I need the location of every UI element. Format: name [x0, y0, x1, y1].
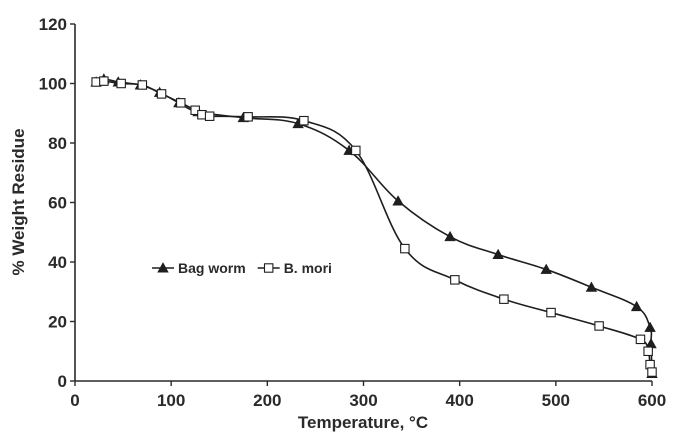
data-point-b-mori-square-marker: [137, 80, 148, 90]
data-point-b-mori-square-marker: [499, 294, 509, 304]
y-tick-label: 100: [39, 75, 67, 94]
x-tick-label: 500: [542, 391, 570, 410]
legend-item-bag-worm: Bag worm: [152, 260, 246, 276]
x-tick-label: 300: [349, 391, 377, 410]
x-tick-label: 0: [70, 391, 79, 410]
y-tick-label: 20: [48, 313, 67, 332]
x-tick-label: 100: [157, 391, 185, 410]
data-point-b-mori-square-marker: [546, 307, 556, 318]
data-point-b-mori-square-marker: [99, 76, 109, 86]
data-point-b-mori-square-marker: [643, 346, 653, 356]
data-point-b-mori-square-marker: [351, 145, 361, 156]
legend-item-b-mori: B. mori: [257, 260, 332, 276]
data-point-b-mori-square-marker: [176, 98, 186, 108]
data-point-bag-worm-triangle-marker: [644, 321, 656, 332]
data-point-bag-worm-triangle-marker: [492, 248, 504, 260]
data-point-b-mori-square-marker: [594, 321, 604, 331]
y-tick-label: 80: [48, 134, 67, 153]
x-tick-label: 200: [253, 391, 281, 410]
legend-b-mori-square-marker: [263, 263, 274, 273]
y-tick-label: 0: [58, 372, 67, 391]
y-axis-label: % Weight Residue: [9, 128, 28, 275]
legend-bag-worm-triangle-marker: [157, 262, 169, 273]
data-point-b-mori-square-marker: [243, 112, 253, 122]
x-tick-label: 600: [638, 391, 666, 410]
y-axis-ticks: 0 20 40 60 80 100 120: [39, 15, 75, 391]
series-line-b-mori: [96, 80, 653, 373]
y-tick-label: 120: [39, 15, 67, 34]
data-point-b-mori-square-marker: [647, 367, 657, 377]
series-bag-worm: [90, 73, 658, 379]
series-b-mori: [91, 76, 657, 377]
x-tick-label: 400: [445, 391, 473, 410]
data-point-bag-worm-triangle-marker: [444, 230, 456, 242]
x-axis-label: Temperature, °C: [298, 413, 428, 432]
data-point-b-mori-square-marker: [299, 115, 309, 126]
data-point-bag-worm-triangle-marker: [630, 300, 643, 312]
data-point-bag-worm-triangle-marker: [540, 263, 552, 274]
data-point-b-mori-square-marker: [204, 111, 215, 121]
plot-series: [90, 73, 658, 379]
data-point-b-mori-square-marker: [116, 78, 126, 89]
legend-label-bag-worm: Bag worm: [178, 260, 246, 276]
data-point-b-mori-square-marker: [156, 89, 167, 99]
data-point-b-mori-square-marker: [400, 243, 410, 254]
series-line-bag-worm: [95, 78, 653, 374]
legend: Bag worm B. mori: [152, 260, 332, 276]
data-point-bag-worm-triangle-marker: [585, 281, 598, 292]
y-tick-label: 40: [48, 253, 67, 272]
data-point-b-mori-square-marker: [91, 77, 101, 87]
legend-label-b-mori: B. mori: [284, 260, 332, 276]
data-point-b-mori-square-marker: [635, 334, 646, 345]
x-axis-ticks: 0 100 200 300 400 500 600: [70, 381, 666, 410]
y-tick-label: 60: [48, 194, 67, 213]
data-point-bag-worm-triangle-marker: [392, 195, 404, 206]
data-point-b-mori-square-marker: [450, 275, 460, 285]
data-point-b-mori-square-marker: [197, 109, 207, 120]
